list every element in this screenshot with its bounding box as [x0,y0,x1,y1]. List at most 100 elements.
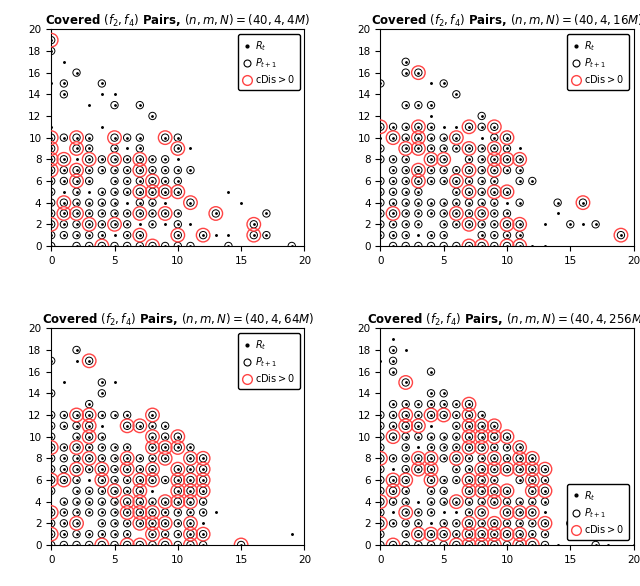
Point [438,220,449,229]
Point [59,209,69,218]
Point [46,389,56,398]
Point [401,209,411,218]
Point [477,432,487,441]
Point [477,454,487,463]
Point [46,155,56,164]
Point [134,187,145,196]
Point [401,432,411,441]
Point [173,465,183,474]
Point [426,432,436,441]
Point [134,198,145,207]
Point [451,497,461,506]
Point [147,209,157,218]
Point [211,209,221,218]
Point [388,133,398,142]
Point [198,230,208,240]
Point [451,241,461,251]
Point [527,176,538,186]
Point [134,165,145,175]
Point [489,519,499,528]
Point [109,100,120,110]
Point [502,155,512,164]
Point [489,187,499,196]
Point [388,497,398,506]
Point [464,176,474,186]
Point [97,241,107,251]
Point [97,475,107,485]
Point [502,486,512,496]
Point [616,230,626,240]
Point [122,133,132,142]
Point [489,454,499,463]
Point [173,176,183,186]
Point [72,421,82,431]
Point [46,508,56,517]
Point [426,155,436,164]
Point [122,421,132,431]
Point [401,144,411,153]
Point [438,410,449,420]
Point [464,443,474,452]
Point [186,508,196,517]
Point [401,454,411,463]
Point [477,176,487,186]
Point [413,165,424,175]
Point [502,486,512,496]
Point [388,345,398,355]
Point [413,508,424,517]
Point [464,421,474,431]
Point [413,144,424,153]
Point [502,530,512,539]
Point [173,209,183,218]
Point [84,230,94,240]
Point [160,454,170,463]
Point [72,187,82,196]
Point [97,209,107,218]
Point [160,187,170,196]
Point [46,176,56,186]
Point [134,144,145,153]
Point [186,165,196,175]
Point [451,443,461,452]
Point [489,209,499,218]
Point [249,230,259,240]
Point [451,497,461,506]
Point [46,220,56,229]
Point [502,432,512,441]
Point [97,165,107,175]
Point [502,497,512,506]
Point [451,410,461,420]
Point [388,122,398,131]
Point [527,475,538,485]
Point [72,519,82,528]
Point [147,410,157,420]
Point [59,198,69,207]
Point [426,475,436,485]
Point [134,241,145,251]
Point [147,176,157,186]
Point [59,454,69,463]
Point [413,421,424,431]
Point [464,475,474,485]
Point [477,475,487,485]
Point [46,421,56,431]
Point [236,540,246,550]
Point [603,530,613,539]
Point [464,165,474,175]
Point [160,508,170,517]
Point [464,410,474,420]
Point [160,176,170,186]
Title: Covered $(f_2,f_4)$ Pairs, $(n,m,N)=(40,4,16M)$: Covered $(f_2,f_4)$ Pairs, $(n,m,N)=(40,… [371,13,640,29]
Point [72,519,82,528]
Point [388,421,398,431]
Point [451,454,461,463]
Point [464,198,474,207]
Point [46,454,56,463]
Point [464,465,474,474]
Point [413,176,424,186]
Point [46,46,56,56]
Point [375,475,385,485]
Point [438,432,449,441]
Point [122,155,132,164]
Point [173,519,183,528]
